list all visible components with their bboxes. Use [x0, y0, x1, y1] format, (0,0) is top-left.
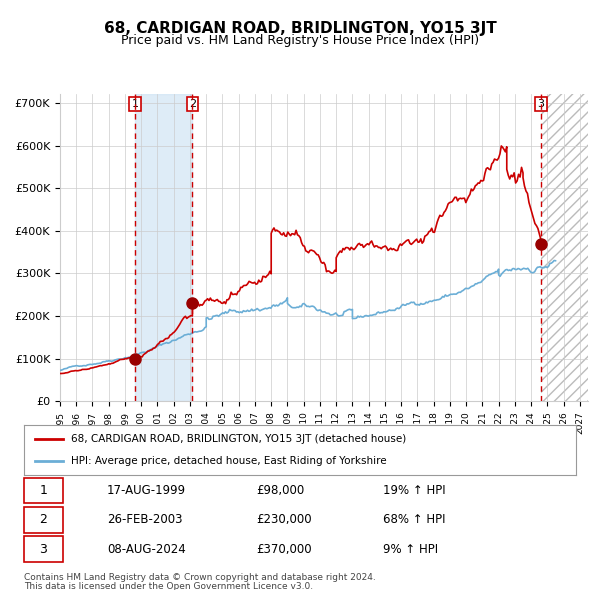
Text: 19% ↑ HPI: 19% ↑ HPI: [383, 484, 445, 497]
FancyBboxPatch shape: [24, 536, 62, 562]
Text: £98,000: £98,000: [256, 484, 304, 497]
Text: 68, CARDIGAN ROAD, BRIDLINGTON, YO15 3JT: 68, CARDIGAN ROAD, BRIDLINGTON, YO15 3JT: [104, 21, 496, 35]
Text: 2: 2: [189, 99, 196, 109]
Bar: [541, 94, 588, 401]
Text: 3: 3: [40, 543, 47, 556]
FancyBboxPatch shape: [24, 478, 62, 503]
Bar: [541, 94, 588, 401]
Text: 68% ↑ HPI: 68% ↑ HPI: [383, 513, 445, 526]
Text: 1: 1: [40, 484, 47, 497]
Text: £370,000: £370,000: [256, 543, 311, 556]
Text: £230,000: £230,000: [256, 513, 311, 526]
Text: 26-FEB-2003: 26-FEB-2003: [107, 513, 182, 526]
Text: HPI: Average price, detached house, East Riding of Yorkshire: HPI: Average price, detached house, East…: [71, 456, 386, 466]
Bar: [135, 94, 193, 401]
Text: 9% ↑ HPI: 9% ↑ HPI: [383, 543, 438, 556]
Text: 68, CARDIGAN ROAD, BRIDLINGTON, YO15 3JT (detached house): 68, CARDIGAN ROAD, BRIDLINGTON, YO15 3JT…: [71, 434, 406, 444]
Text: Price paid vs. HM Land Registry's House Price Index (HPI): Price paid vs. HM Land Registry's House …: [121, 34, 479, 47]
FancyBboxPatch shape: [24, 507, 62, 533]
Text: 3: 3: [538, 99, 544, 109]
Text: This data is licensed under the Open Government Licence v3.0.: This data is licensed under the Open Gov…: [24, 582, 313, 590]
Text: 2: 2: [40, 513, 47, 526]
Text: 17-AUG-1999: 17-AUG-1999: [107, 484, 186, 497]
Text: Contains HM Land Registry data © Crown copyright and database right 2024.: Contains HM Land Registry data © Crown c…: [24, 573, 376, 582]
Text: 1: 1: [131, 99, 139, 109]
Text: 08-AUG-2024: 08-AUG-2024: [107, 543, 185, 556]
